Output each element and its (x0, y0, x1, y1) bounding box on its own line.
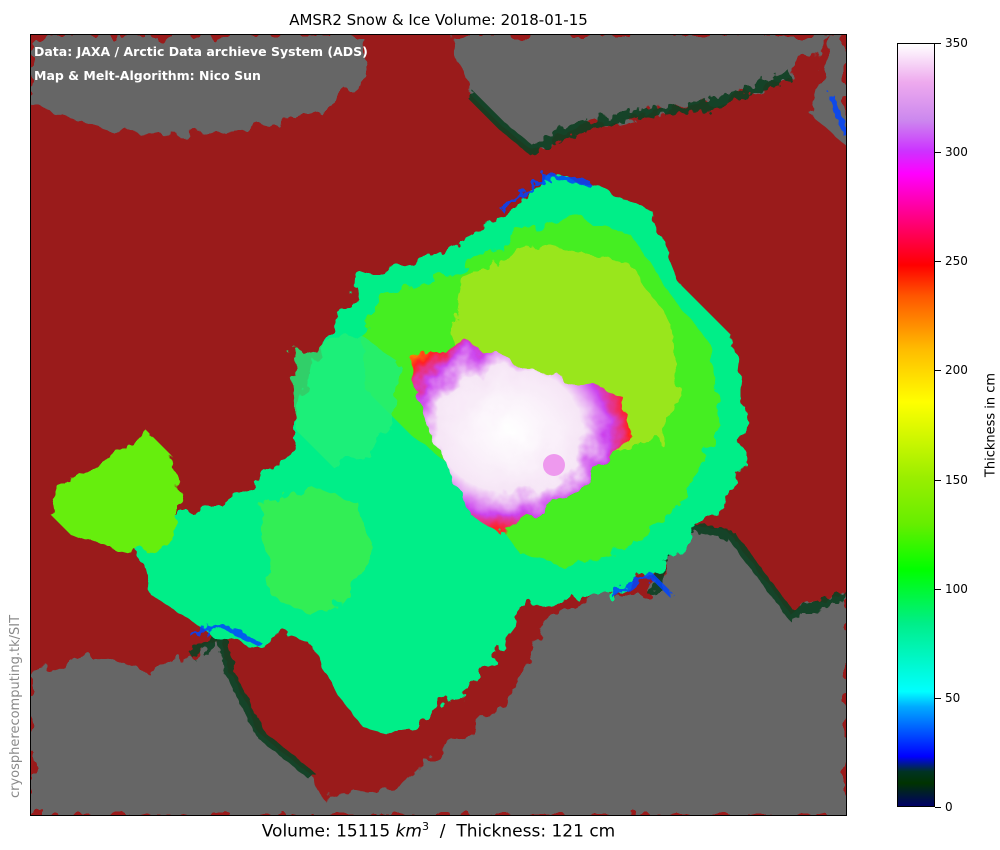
ice-archipelago (291, 335, 401, 465)
colorbar-tick-mark (935, 697, 941, 699)
colorbar-tick-mark (935, 261, 941, 263)
ice-baffin (261, 485, 371, 615)
land-eurasia (291, 525, 846, 815)
volume-unit-exponent: 3 (421, 820, 429, 833)
sea-ice-extent (51, 175, 746, 735)
map-canvas: Data: JAXA / Arctic Data archieve System… (31, 35, 846, 815)
volume-thickness-summary: Volume: 15115 km3 / Thickness: 121 cm (30, 820, 847, 842)
colorbar-tick-label: 300 (945, 145, 968, 160)
thickness-value: Thickness: 121 cm (456, 821, 616, 842)
colorbar-label: Thickness in cm (983, 372, 999, 478)
pole-hole-marker (543, 454, 565, 476)
colorbar-tick-label: 200 (945, 363, 968, 378)
ice-hudson-bay (51, 435, 181, 555)
thickness-colorbar (897, 43, 935, 807)
credit-algorithm: Map & Melt-Algorithm: Nico Sun (34, 68, 261, 83)
volume-value: Volume: 15115 (261, 821, 396, 842)
map-title: AMSR2 Snow & Ice Volume: 2018-01-15 (289, 11, 588, 29)
colorbar-tick-mark (935, 370, 941, 372)
colorbar-tick-label: 350 (945, 36, 968, 50)
colorbar-tick-label: 50 (945, 690, 961, 705)
colorbar-tick-mark (935, 588, 941, 590)
colorbar-tick-mark (935, 807, 941, 808)
colorbar-tick-label: 0 (945, 800, 953, 814)
land-masses (31, 35, 846, 815)
colorbar-tick-label: 250 (945, 254, 968, 269)
sea-ice-thickness-map: Data: JAXA / Arctic Data archieve System… (30, 34, 847, 816)
watermark-url: cryospherecomputing.tk/SIT (8, 614, 23, 798)
credit-data-source: Data: JAXA / Arctic Data archieve System… (34, 44, 368, 59)
volume-unit: km (395, 821, 422, 842)
land-chukotka (451, 35, 831, 150)
colorbar-tick-mark (935, 43, 941, 44)
colorbar-tick-mark (935, 479, 941, 481)
colorbar-tick-mark (935, 152, 941, 154)
land-canada (31, 635, 331, 815)
land-alaska (31, 35, 366, 135)
colorbar-tick-label: 100 (945, 581, 968, 596)
ice-thick-core (411, 345, 631, 535)
stats-separator: / (428, 821, 457, 842)
ice-edge-thin (190, 94, 846, 648)
colorbar-tick-label: 150 (945, 472, 968, 487)
